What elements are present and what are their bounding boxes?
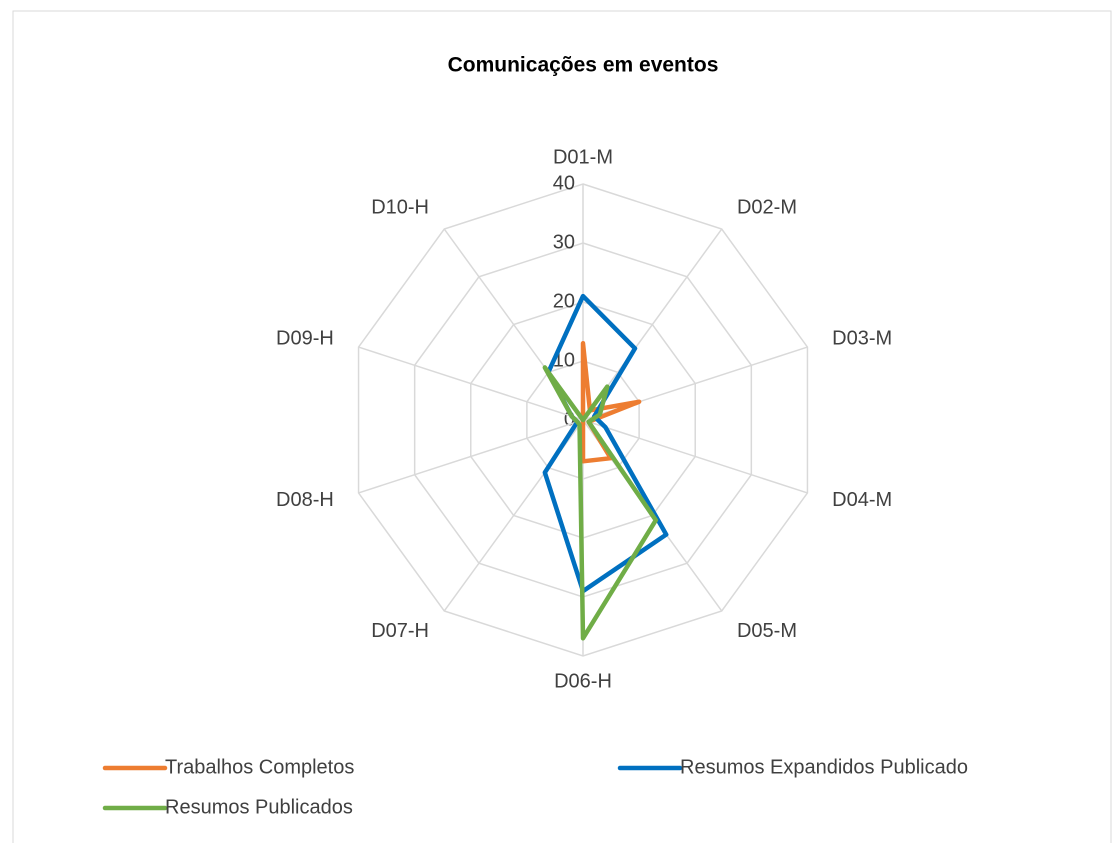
tick-label: 0 <box>564 408 575 430</box>
tick-label: 20 <box>553 290 575 312</box>
category-label: D04-M <box>832 489 892 511</box>
category-label: D07-H <box>371 620 429 642</box>
category-label: D08-H <box>276 489 334 511</box>
spoke <box>582 419 808 494</box>
spoke <box>358 419 584 494</box>
category-label: D03-M <box>832 327 892 349</box>
spoke <box>358 346 584 421</box>
category-label: D01-M <box>553 146 613 168</box>
series-line <box>542 365 659 641</box>
category-label: D06-H <box>554 670 612 692</box>
legend-label: Trabalhos Completos <box>165 756 354 778</box>
chart-title: Comunicações em eventos <box>448 54 719 77</box>
category-label: D05-M <box>737 620 797 642</box>
category-label: D09-H <box>276 327 334 349</box>
legend-label: Resumos Expandidos Publicado <box>680 756 968 778</box>
tick-label: 40 <box>553 172 575 194</box>
legend-label: Resumos Publicados <box>165 796 353 818</box>
tick-label: 30 <box>553 231 575 253</box>
category-label: D10-H <box>371 196 429 218</box>
category-label: D02-M <box>737 196 797 218</box>
